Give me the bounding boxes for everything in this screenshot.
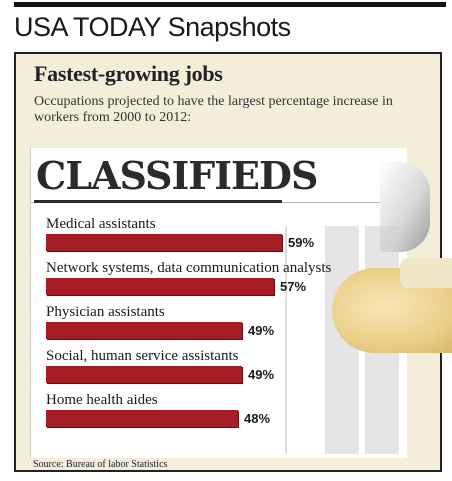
bar: [46, 366, 242, 383]
brand-title: USA TODAY Snapshots: [14, 12, 291, 42]
classifieds-underline: [34, 200, 282, 203]
classifieds-heading-illustration: CLASSIFIEDS: [36, 153, 318, 198]
value-label: 48%: [244, 411, 271, 426]
gridline: [285, 226, 287, 454]
sleeve-cuff-illustration: [400, 258, 452, 288]
bar: [46, 278, 274, 295]
bar: [46, 410, 238, 427]
bar: [46, 322, 242, 339]
value-label: 49%: [248, 323, 275, 338]
chart-subtitle: Occupations projected to have the larges…: [34, 94, 393, 125]
category-label: Social, human service assistants: [46, 348, 239, 364]
bar: [46, 234, 282, 251]
chart-title: Fastest-growing jobs: [34, 61, 223, 86]
category-label: Home health aides: [46, 392, 158, 408]
category-label: Physician assistants: [46, 304, 165, 320]
top-rule: [14, 2, 446, 7]
source-note: Source: Bureau of labor Statistics: [33, 459, 168, 470]
category-label: Medical assistants: [46, 216, 156, 232]
category-label: Network systems, data communication anal…: [46, 260, 332, 276]
value-label: 57%: [280, 279, 307, 294]
value-label: 49%: [248, 367, 275, 382]
value-label: 59%: [288, 235, 315, 250]
